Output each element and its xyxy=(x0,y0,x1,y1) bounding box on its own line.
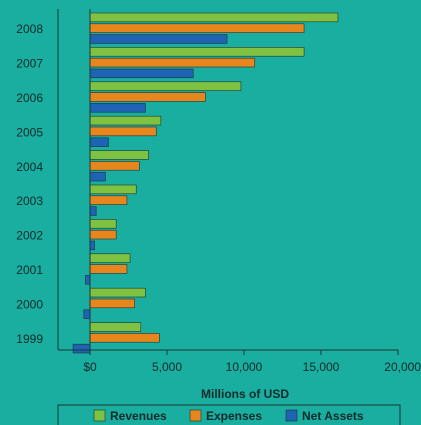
legend-box xyxy=(57,404,401,425)
legend-swatch-net-assets xyxy=(285,409,298,422)
bar-revenues-2000 xyxy=(89,287,146,298)
bar-expenses-2006 xyxy=(89,92,206,102)
bar-net-assets-2005 xyxy=(89,137,109,147)
bar-revenues-2003 xyxy=(89,184,137,195)
y-tick-label-2008: 2008 xyxy=(16,22,43,36)
bar-expenses-2003 xyxy=(89,195,128,205)
bar-expenses-2002 xyxy=(89,229,117,240)
y-tick-label-2005: 2005 xyxy=(16,125,43,139)
bar-net-assets-2006 xyxy=(89,103,146,113)
bar-expenses-2007 xyxy=(89,57,256,68)
bar-expenses-2001 xyxy=(89,264,128,274)
x-tick-label: 15,000 xyxy=(303,360,340,374)
x-tick-label: 10,000 xyxy=(226,360,263,374)
x-tick-label: $0 xyxy=(83,360,97,374)
bars-layer xyxy=(72,12,339,354)
bar-net-assets-2001 xyxy=(85,275,91,285)
bar-net-assets-2007 xyxy=(89,68,194,79)
y-tick-label-2006: 2006 xyxy=(16,91,43,105)
bar-net-assets-2003 xyxy=(89,206,97,216)
x-tick-labels: $0 5,000 10,000 15,000 20,000 xyxy=(83,350,421,374)
x-tick-label: 5,000 xyxy=(152,360,182,374)
bar-net-assets-2004 xyxy=(89,171,106,182)
bar-revenues-2006 xyxy=(89,81,242,91)
x-axis-title: Millions of USD xyxy=(201,387,289,401)
bar-net-assets-2000 xyxy=(83,309,91,319)
legend-label-expenses: Expenses xyxy=(206,409,262,423)
bar-net-assets-1999 xyxy=(72,343,91,354)
bar-revenues-1999 xyxy=(89,322,142,332)
legend-swatch-expenses xyxy=(189,409,202,422)
bar-expenses-2008 xyxy=(89,23,305,33)
bar-revenues-2005 xyxy=(89,115,162,126)
bar-expenses-2004 xyxy=(89,161,140,171)
bar-revenues-2007 xyxy=(89,47,305,57)
legend-swatch-revenues xyxy=(93,409,106,422)
y-tick-label-2004: 2004 xyxy=(16,160,43,174)
legend-label-revenues: Revenues xyxy=(110,409,167,423)
bar-expenses-2005 xyxy=(89,126,157,137)
bar-net-assets-2002 xyxy=(89,240,95,251)
bar-expenses-1999 xyxy=(89,333,160,343)
bar-revenues-2004 xyxy=(89,150,149,160)
y-tick-label-2000: 2000 xyxy=(16,297,43,311)
y-tick-label-2001: 2001 xyxy=(16,263,43,277)
y-tick-label-1999: 1999 xyxy=(16,332,43,346)
bar-revenues-2008 xyxy=(89,12,339,23)
bar-net-assets-2008 xyxy=(89,34,228,44)
y-tick-label-2002: 2002 xyxy=(16,229,43,243)
bar-revenues-2002 xyxy=(89,219,117,229)
y-tick-label-2007: 2007 xyxy=(16,57,43,71)
x-tick-label: 20,000 xyxy=(384,360,421,374)
bar-expenses-2000 xyxy=(89,298,135,309)
bar-revenues-2001 xyxy=(89,253,131,263)
legend-label-net-assets: Net Assets xyxy=(302,409,364,423)
y-tick-label-2003: 2003 xyxy=(16,194,43,208)
y-tick-labels: 2008 2007 2006 2005 2004 2003 2002 2001 2000 1999 xyxy=(16,22,43,346)
legend: Revenues Expenses Net Assets xyxy=(57,404,401,425)
